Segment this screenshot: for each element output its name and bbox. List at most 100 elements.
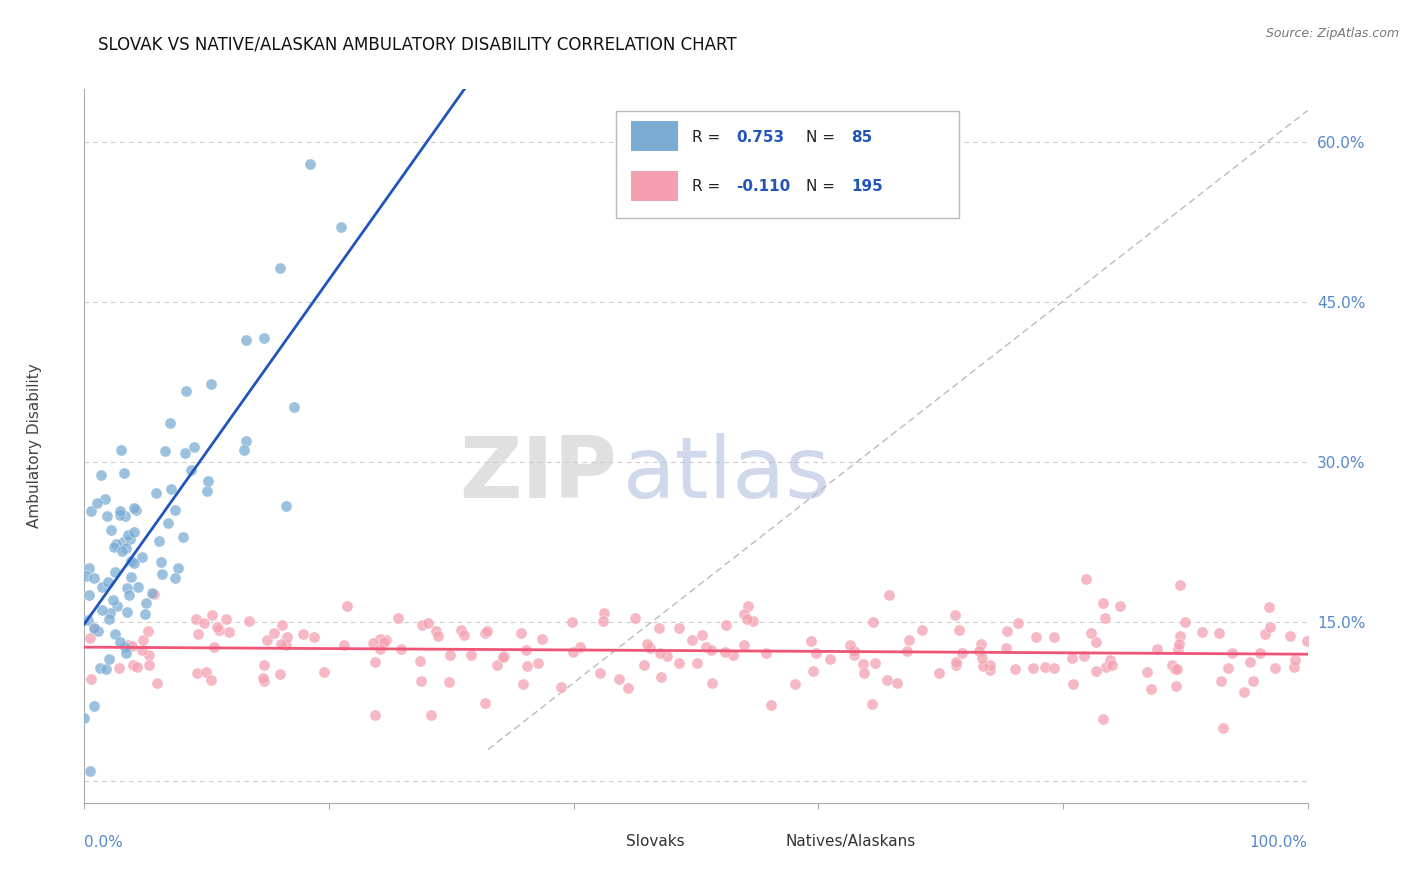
Point [336, 599, 359, 614]
Point [411, 618, 433, 632]
Point [550, 680, 572, 694]
Point [818, 652, 841, 666]
Point [138, 658, 160, 673]
Point [146, 676, 169, 690]
Point [127, 660, 149, 674]
Point [1074, 572, 1097, 586]
Point [145, 485, 167, 500]
Point [117, 527, 139, 541]
Point [100, 523, 122, 537]
Point [298, 157, 321, 171]
Point [648, 621, 671, 635]
Text: Slovaks: Slovaks [626, 834, 685, 849]
Point [364, 708, 387, 723]
Point [1099, 653, 1122, 667]
Point [633, 658, 655, 673]
Point [149, 555, 172, 569]
Point [141, 586, 163, 600]
Point [77, 588, 100, 602]
Point [418, 615, 440, 630]
Point [389, 641, 412, 656]
Point [84, 622, 107, 636]
Point [804, 646, 827, 660]
Text: 0.0%: 0.0% [84, 835, 124, 850]
Point [165, 571, 187, 585]
Point [83, 698, 105, 713]
Point [741, 615, 763, 629]
Point [1101, 657, 1123, 672]
Point [108, 661, 131, 675]
Point [420, 708, 443, 723]
Point [114, 508, 136, 523]
Point [569, 640, 592, 654]
Point [120, 570, 142, 584]
Point [83, 571, 105, 585]
Point [218, 624, 240, 639]
Point [135, 596, 157, 610]
Point [94, 662, 117, 676]
Point [607, 672, 630, 686]
Point [165, 502, 187, 516]
Point [159, 416, 181, 430]
Point [110, 504, 132, 518]
Point [803, 664, 825, 678]
Point [733, 639, 755, 653]
Point [205, 620, 228, 634]
Point [283, 400, 305, 414]
Point [945, 658, 967, 673]
Point [755, 646, 778, 660]
Point [657, 648, 679, 663]
Point [1007, 615, 1029, 630]
Point [97, 575, 120, 590]
Point [75, 569, 97, 583]
Point [143, 587, 166, 601]
Point [270, 637, 292, 651]
Point [361, 635, 384, 649]
Point [450, 623, 472, 637]
Point [617, 681, 640, 695]
Point [1160, 658, 1182, 673]
Point [668, 656, 690, 670]
Point [945, 655, 967, 669]
Point [1253, 626, 1275, 640]
Point [702, 676, 724, 690]
Point [276, 638, 298, 652]
Point [783, 677, 806, 691]
Point [1295, 634, 1317, 648]
Point [876, 673, 898, 687]
Point [104, 626, 127, 640]
Point [592, 615, 614, 629]
Point [860, 697, 883, 711]
Text: -0.110: -0.110 [737, 179, 790, 194]
FancyBboxPatch shape [631, 121, 678, 152]
Point [94, 491, 117, 506]
Point [969, 637, 991, 651]
Point [561, 615, 583, 629]
Point [1212, 721, 1234, 735]
Point [1284, 653, 1306, 667]
Point [80, 672, 103, 686]
Point [623, 610, 645, 624]
Point [292, 627, 315, 641]
Point [87, 624, 110, 638]
Point [911, 623, 934, 637]
Point [972, 658, 994, 673]
Point [89, 661, 111, 675]
Point [1084, 664, 1107, 678]
Point [89, 468, 111, 483]
Point [700, 643, 723, 657]
Point [453, 628, 475, 642]
Point [650, 669, 672, 683]
Point [108, 508, 131, 522]
Point [91, 603, 114, 617]
Point [1220, 646, 1243, 660]
Point [979, 657, 1001, 672]
Point [166, 560, 188, 574]
Text: R =: R = [692, 129, 725, 145]
Point [1168, 578, 1191, 592]
Point [370, 632, 392, 647]
Text: SLOVAK VS NATIVE/ALASKAN AMBULATORY DISABILITY CORRELATION CHART: SLOVAK VS NATIVE/ALASKAN AMBULATORY DISA… [98, 36, 737, 54]
Point [636, 637, 658, 651]
Text: Ambulatory Disability: Ambulatory Disability [27, 364, 42, 528]
Text: 0.753: 0.753 [737, 129, 785, 145]
